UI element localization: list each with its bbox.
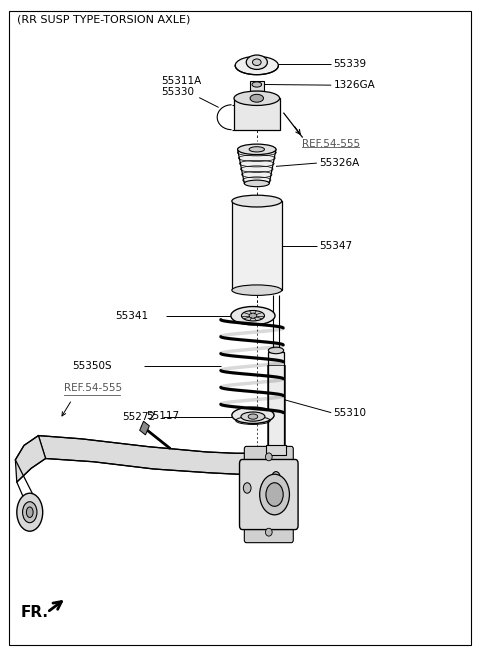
Bar [232,201,282,290]
Text: 1326GA: 1326GA [334,80,375,90]
Ellipse shape [267,465,285,491]
Ellipse shape [234,91,279,105]
Ellipse shape [17,493,43,531]
Ellipse shape [246,55,267,69]
Text: REF.54-555: REF.54-555 [302,139,360,149]
Text: FR.: FR. [20,605,48,620]
Ellipse shape [266,483,283,506]
Text: 55339: 55339 [334,59,367,69]
Ellipse shape [243,483,251,493]
Ellipse shape [250,94,264,102]
Ellipse shape [231,307,275,325]
Text: 55310: 55310 [334,407,367,418]
Text: (RR SUSP TYPE-TORSION AXLE): (RR SUSP TYPE-TORSION AXLE) [17,14,190,24]
Ellipse shape [265,453,272,461]
Ellipse shape [244,180,269,187]
Ellipse shape [252,82,262,87]
Bar [266,445,286,455]
Polygon shape [238,149,276,183]
Text: 55272: 55272 [122,411,156,422]
FancyBboxPatch shape [240,460,298,529]
Text: 55117: 55117 [146,411,180,421]
Text: 55341: 55341 [115,310,148,321]
Text: 55330: 55330 [161,87,194,97]
Ellipse shape [26,507,33,517]
Text: REF.54-555: REF.54-555 [64,383,122,393]
Ellipse shape [249,147,264,152]
FancyBboxPatch shape [244,447,293,468]
Ellipse shape [241,412,265,421]
FancyBboxPatch shape [244,521,293,542]
Bar [267,365,285,465]
Ellipse shape [249,313,257,318]
Text: 55350S: 55350S [72,361,112,371]
Polygon shape [140,421,149,435]
Ellipse shape [260,474,289,515]
Ellipse shape [232,407,274,424]
Ellipse shape [232,285,282,295]
Ellipse shape [248,414,258,419]
Ellipse shape [23,502,37,523]
FancyBboxPatch shape [234,98,279,130]
Bar [268,352,284,478]
Text: 55347: 55347 [319,240,352,251]
Ellipse shape [235,56,278,75]
Ellipse shape [268,347,284,354]
Ellipse shape [238,144,276,155]
Ellipse shape [252,59,261,66]
Ellipse shape [232,195,282,207]
Text: 55326A: 55326A [319,158,360,168]
Polygon shape [38,436,247,474]
FancyBboxPatch shape [250,81,264,91]
Ellipse shape [241,310,264,321]
Ellipse shape [272,472,280,485]
Ellipse shape [265,528,272,536]
Polygon shape [15,436,46,482]
Text: 55311A: 55311A [161,77,201,86]
